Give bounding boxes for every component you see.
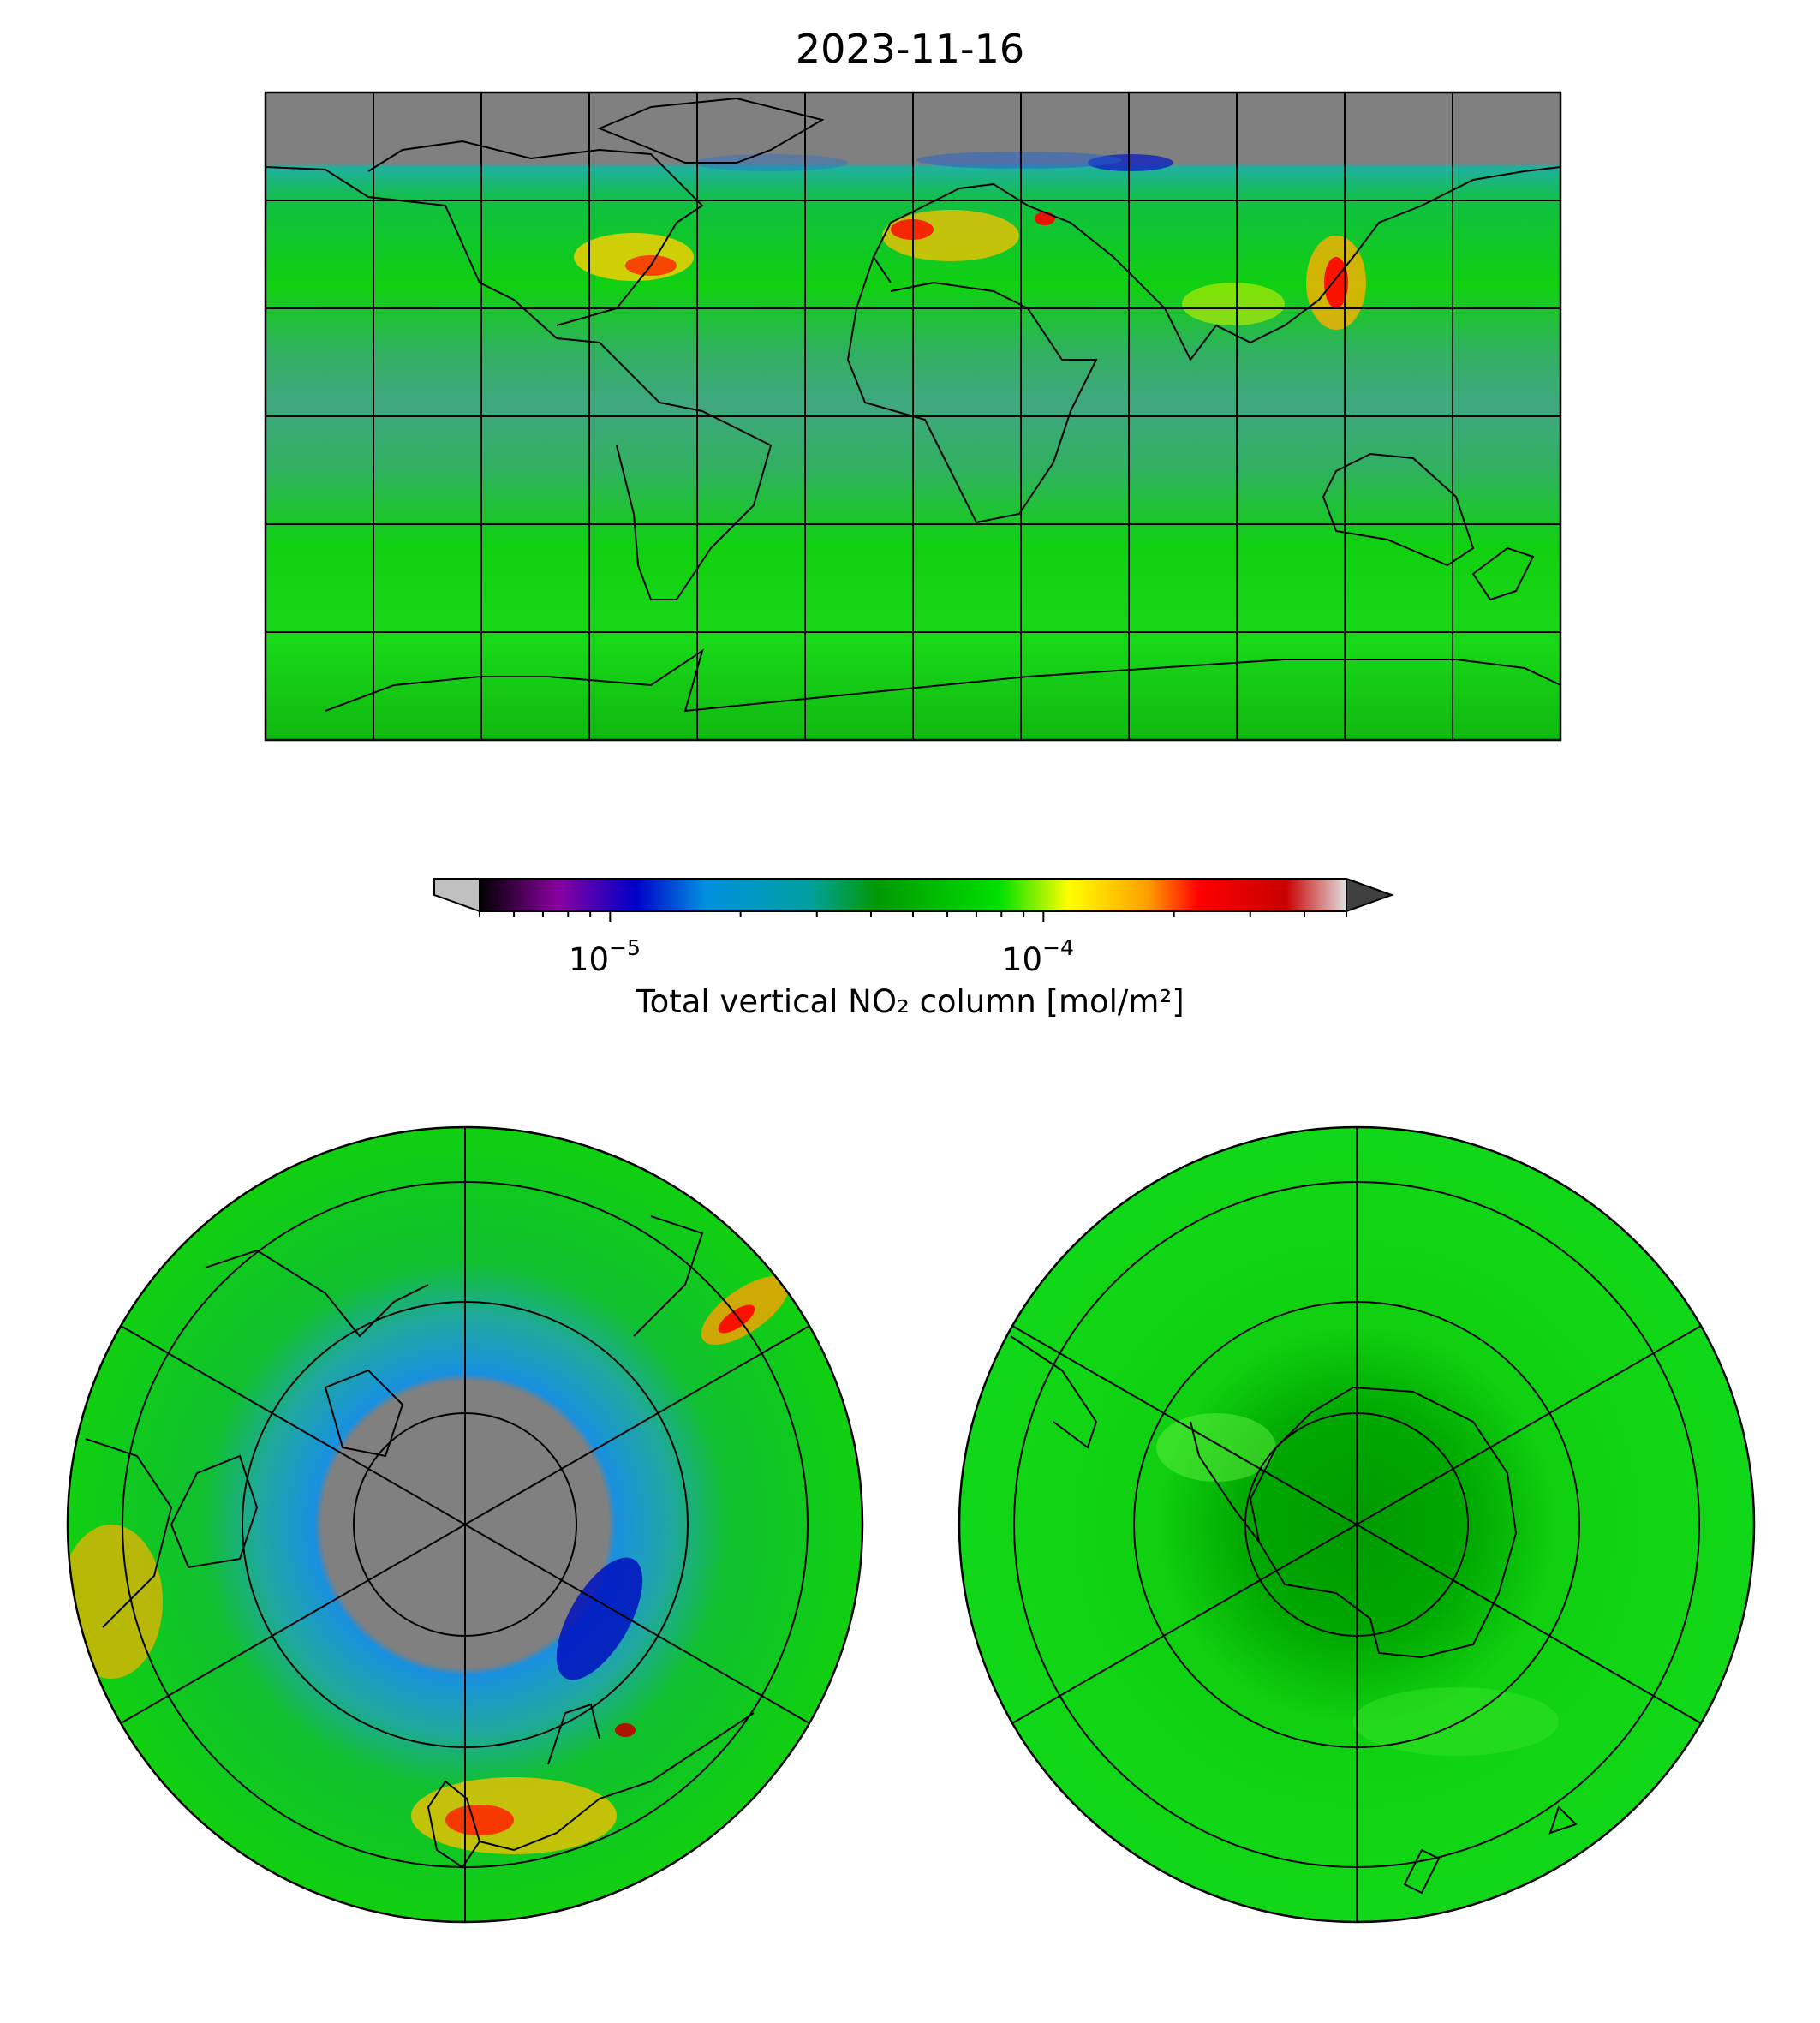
colorbar-gradient — [479, 878, 1347, 912]
colorbar-ticks — [479, 911, 1347, 922]
colorbar — [433, 877, 1394, 922]
south-graticule — [1011, 1127, 1702, 1922]
colorbar-tick-label-1e-5: 10−5 — [569, 935, 641, 978]
north-map-frame — [66, 1125, 864, 1924]
global-map — [264, 91, 1562, 742]
colorbar-over-arrow — [1346, 877, 1394, 913]
south-map-frame — [958, 1125, 1756, 1924]
south-polar-map — [958, 1125, 1756, 1924]
north-graticule — [120, 1127, 810, 1922]
colorbar-label: Total vertical NO₂ column [mol/m²] — [636, 983, 1184, 1020]
map-title: 2023-11-16 — [795, 26, 1025, 72]
north-polar-map — [66, 1125, 864, 1924]
north-coastlines — [85, 1215, 755, 1869]
colorbar-tick-label-1e-4: 10−4 — [1002, 935, 1074, 978]
south-highlights — [1156, 1413, 1559, 1756]
global-map-frame — [264, 91, 1562, 742]
colorbar-under-arrow — [433, 878, 480, 913]
global-coastlines — [266, 97, 1560, 713]
